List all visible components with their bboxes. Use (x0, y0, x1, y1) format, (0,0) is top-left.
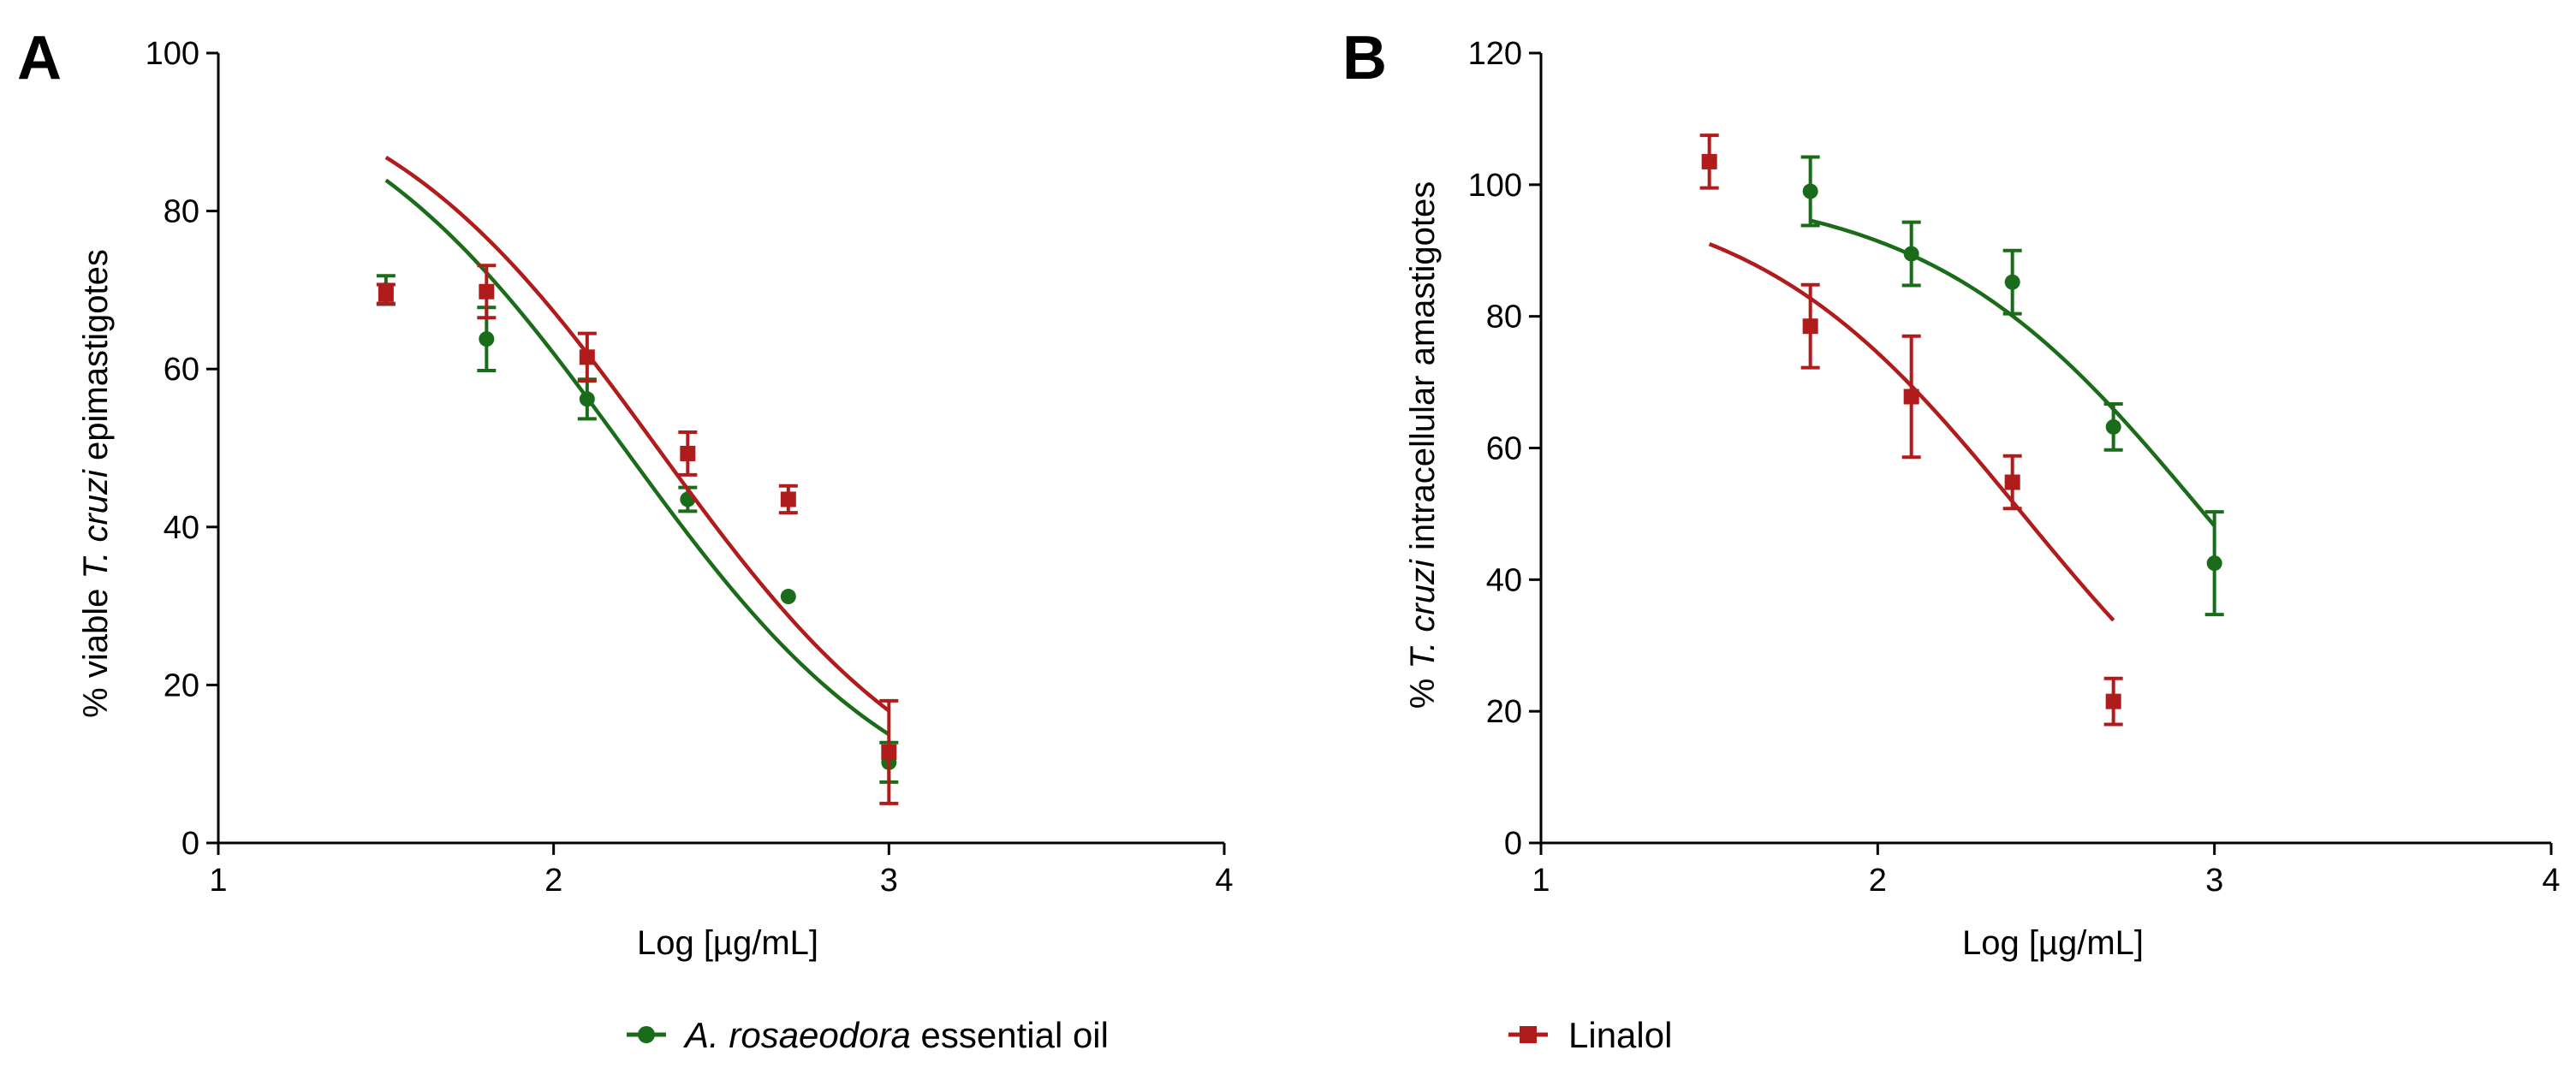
panel-b-y-tick-label: 20 (1486, 694, 1522, 730)
legend-label-essential-oil: A. rosaeodora essential oil (682, 1015, 1109, 1055)
panel-a-essential-oil-fit-curve (384, 178, 890, 737)
panel-b-x-axis-title: Log [µg/mL] (1962, 924, 2144, 962)
panel-b-y-axis-title: % T. cruzi intracellular amastigotes (1404, 181, 1442, 709)
panel-b-y-tick-label: 0 (1504, 826, 1522, 862)
panel-b-linalol-point (1903, 389, 1919, 405)
panel-a-y-tick-label: 40 (164, 510, 199, 546)
panel-a-linalol-point (680, 445, 696, 461)
panel-b-essential-oil-point (1903, 246, 1919, 262)
panel-a-chart: A % viable T. cruzi epimastigotes Log [µ… (17, 24, 1234, 962)
panel-b-linalol-point (1701, 153, 1717, 169)
panel-b-y-tick-label: 100 (1468, 168, 1522, 204)
panel-a-x-axis-title: Log [µg/mL] (637, 924, 818, 962)
panel-b-x-tick-label: 1 (1532, 863, 1550, 899)
panel-b-essential-oil-fit-curve (1810, 218, 2216, 527)
legend-circle-marker (638, 1026, 655, 1043)
legend: A. rosaeodora essential oil Linalol (627, 1015, 1672, 1055)
panel-b-y-tick-label: 80 (1486, 300, 1522, 335)
panel-a-y-tick-label: 20 (164, 668, 199, 703)
panel-a-linalol-point (579, 349, 595, 365)
panel-b-x-tick-label: 4 (2542, 863, 2560, 899)
panel-a-x-tick-label: 1 (209, 863, 227, 899)
panel-a-essential-oil-point (479, 331, 495, 347)
panel-b-chart: B % T. cruzi intracellular amastigotes L… (1342, 24, 2561, 962)
panel-a-linalol-point (479, 283, 495, 300)
panel-b-linalol-point (2105, 693, 2121, 709)
panel-b-essential-oil-point (2004, 274, 2020, 290)
panel-a-essential-oil-point (579, 391, 595, 407)
panel-a-y-tick-label: 80 (164, 194, 199, 230)
panel-b-x-tick-label: 2 (1869, 863, 1887, 899)
panel-a-linalol-fit-curve (384, 155, 890, 713)
panel-b-essential-oil-point (1802, 183, 1818, 199)
legend-item-essential-oil: A. rosaeodora essential oil (627, 1015, 1109, 1055)
panel-b-x-tick-label: 3 (2205, 863, 2223, 899)
panel-a-y-axis-title: % viable T. cruzi epimastigotes (77, 249, 115, 718)
panel-b-letter: B (1342, 24, 1387, 92)
legend-square-marker (1520, 1026, 1537, 1043)
panel-a-letter: A (17, 24, 62, 92)
panel-a-y-tick-label: 0 (181, 826, 199, 862)
panel-a-x-tick-label: 2 (544, 863, 562, 899)
panel-b-essential-oil-point (2206, 555, 2222, 572)
panel-a-x-tick-label: 4 (1215, 863, 1233, 899)
panel-b-linalol-point (1802, 318, 1818, 335)
panel-b-y-tick-label: 60 (1486, 431, 1522, 467)
panel-a-y-tick-label: 100 (146, 36, 199, 72)
panel-a-linalol-point (881, 744, 897, 760)
panel-b-essential-oil-point (2105, 418, 2121, 435)
panel-a-linalol-point (780, 491, 796, 507)
legend-item-linalol: Linalol (1508, 1015, 1672, 1055)
panel-a-linalol-point (378, 286, 394, 302)
panel-b-y-tick-label: 120 (1468, 36, 1522, 72)
panel-a-y-tick-label: 60 (164, 352, 199, 388)
legend-label-linalol: Linalol (1568, 1015, 1672, 1055)
panel-a-essential-oil-point (780, 589, 796, 605)
panel-b-linalol-point (2004, 474, 2020, 490)
panel-b-y-tick-label: 40 (1486, 562, 1522, 598)
panel-a-x-tick-label: 3 (880, 863, 898, 899)
